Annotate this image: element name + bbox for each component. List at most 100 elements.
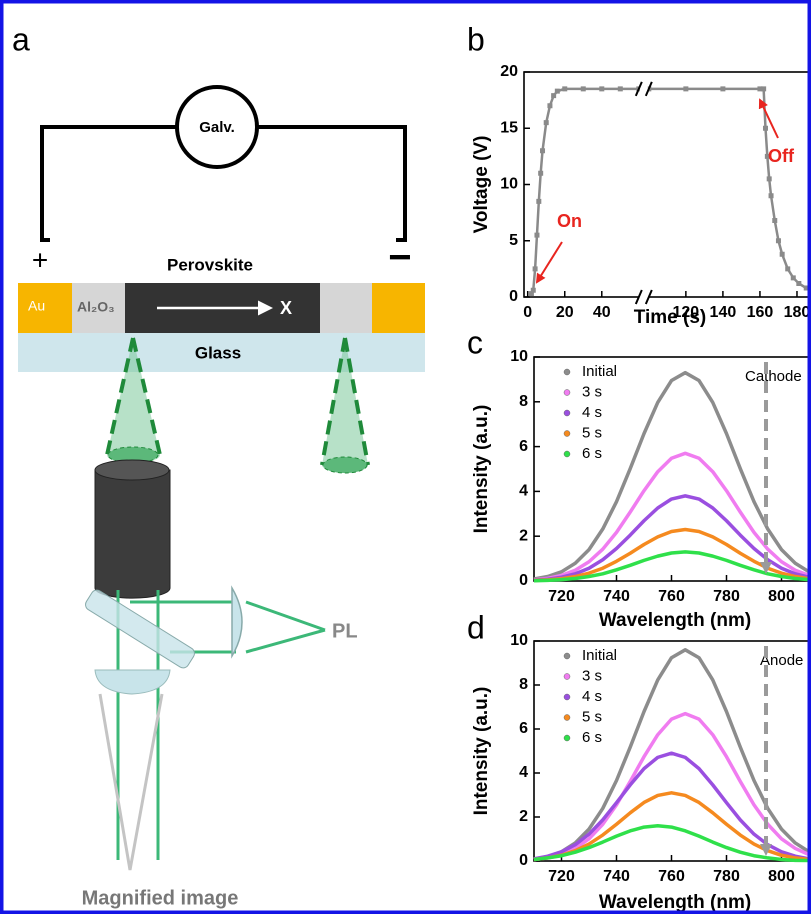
y-axis-title: Intensity (a.u.) bbox=[471, 405, 492, 534]
signal-label: PL bbox=[332, 620, 358, 642]
x-tick-label: 800 bbox=[768, 588, 795, 605]
data-point bbox=[763, 126, 768, 131]
figure: a Galv. + − Perovskite Au Al₂O₃ X Glass … bbox=[0, 0, 811, 914]
cone-spot bbox=[323, 457, 367, 473]
data-point bbox=[536, 199, 541, 204]
negative-label: − bbox=[388, 236, 411, 280]
x-tick-label: 140 bbox=[710, 304, 737, 321]
panel-label: b bbox=[467, 21, 485, 57]
objective bbox=[95, 470, 170, 598]
output-label: Magnified image bbox=[82, 887, 239, 909]
spacer bbox=[320, 283, 372, 333]
galvanometer-label: Galv. bbox=[199, 119, 235, 136]
legend-marker bbox=[564, 735, 570, 741]
legend-marker bbox=[564, 653, 570, 659]
panel-label: c bbox=[467, 324, 483, 360]
legend-marker bbox=[564, 715, 570, 721]
y-tick-label: 20 bbox=[500, 63, 518, 80]
legend-label: 5 s bbox=[582, 424, 602, 441]
panel-label: a bbox=[12, 21, 30, 57]
y-axis-title: Intensity (a.u.) bbox=[471, 687, 492, 816]
data-point bbox=[599, 86, 604, 91]
data-point bbox=[533, 266, 538, 271]
legend-label: Initial bbox=[582, 647, 617, 664]
y-tick-label: 4 bbox=[519, 483, 528, 500]
data-point bbox=[544, 120, 549, 125]
data-point bbox=[791, 275, 796, 280]
legend-label: 5 s bbox=[582, 708, 602, 725]
electrode bbox=[372, 283, 425, 333]
data-point bbox=[618, 86, 623, 91]
spacer-label: Al₂O₃ bbox=[77, 299, 115, 315]
data-point bbox=[538, 171, 543, 176]
y-tick-label: 8 bbox=[519, 393, 528, 410]
data-point bbox=[785, 266, 790, 271]
legend-label: 4 s bbox=[582, 404, 602, 421]
x-tick-label: 720 bbox=[548, 588, 575, 605]
y-axis-title: Voltage (V) bbox=[471, 136, 492, 234]
perovskite-label: Perovskite bbox=[167, 255, 253, 274]
data-point bbox=[776, 238, 781, 243]
y-tick-label: 0 bbox=[509, 288, 518, 305]
legend-label: 3 s bbox=[582, 667, 602, 684]
x-tick-label: 760 bbox=[658, 868, 685, 885]
data-point bbox=[780, 252, 785, 257]
direction-label: X bbox=[280, 298, 292, 318]
electrode-label: Au bbox=[28, 298, 45, 314]
x-tick-label: 740 bbox=[603, 868, 630, 885]
y-tick-label: 0 bbox=[519, 572, 528, 589]
data-point bbox=[796, 281, 801, 286]
panel-label: d bbox=[467, 609, 485, 645]
data-point bbox=[720, 86, 725, 91]
x-tick-label: 740 bbox=[603, 588, 630, 605]
y-tick-label: 5 bbox=[509, 232, 518, 249]
x-tick-label: 720 bbox=[548, 868, 575, 885]
data-point bbox=[772, 218, 777, 223]
legend-marker bbox=[564, 694, 570, 700]
y-tick-label: 10 bbox=[510, 348, 528, 365]
data-point bbox=[540, 148, 545, 153]
data-point bbox=[769, 193, 774, 198]
y-tick-label: 8 bbox=[519, 676, 528, 693]
objective-top bbox=[95, 460, 169, 480]
y-tick-label: 6 bbox=[519, 720, 528, 737]
x-tick-label: 20 bbox=[556, 304, 574, 321]
y-tick-label: 10 bbox=[500, 176, 518, 193]
annotation: Cathode bbox=[745, 368, 802, 385]
legend-marker bbox=[564, 431, 570, 437]
y-tick-label: 10 bbox=[510, 632, 528, 649]
annotation: Off bbox=[768, 146, 795, 166]
y-tick-label: 4 bbox=[519, 764, 528, 781]
annotation: On bbox=[557, 211, 582, 231]
data-point bbox=[767, 176, 772, 181]
y-tick-label: 2 bbox=[519, 527, 528, 544]
x-tick-label: 760 bbox=[658, 588, 685, 605]
legend-label: 6 s bbox=[582, 445, 602, 462]
x-axis-title: Time (s) bbox=[634, 307, 707, 328]
legend-label: 4 s bbox=[582, 688, 602, 705]
legend-marker bbox=[564, 369, 570, 375]
x-tick-label: 780 bbox=[713, 868, 740, 885]
y-tick-label: 0 bbox=[519, 852, 528, 869]
x-tick-label: 800 bbox=[768, 868, 795, 885]
x-tick-label: 160 bbox=[747, 304, 774, 321]
data-point bbox=[547, 103, 552, 108]
x-tick-label: 780 bbox=[713, 588, 740, 605]
legend-marker bbox=[564, 410, 570, 416]
substrate-label: Glass bbox=[195, 343, 241, 362]
data-point bbox=[531, 288, 536, 293]
x-tick-label: 180 bbox=[784, 304, 811, 321]
y-tick-label: 15 bbox=[500, 119, 518, 136]
data-point bbox=[551, 93, 556, 98]
legend-marker bbox=[564, 390, 570, 396]
data-point bbox=[683, 86, 688, 91]
legend-marker bbox=[564, 674, 570, 680]
y-tick-label: 6 bbox=[519, 438, 528, 455]
x-tick-label: 0 bbox=[523, 304, 532, 321]
data-point bbox=[581, 86, 586, 91]
data-point bbox=[555, 89, 560, 94]
data-point bbox=[534, 233, 539, 238]
x-tick-label: 40 bbox=[593, 304, 611, 321]
x-axis-title: Wavelength (nm) bbox=[599, 610, 751, 631]
data-point bbox=[562, 86, 567, 91]
